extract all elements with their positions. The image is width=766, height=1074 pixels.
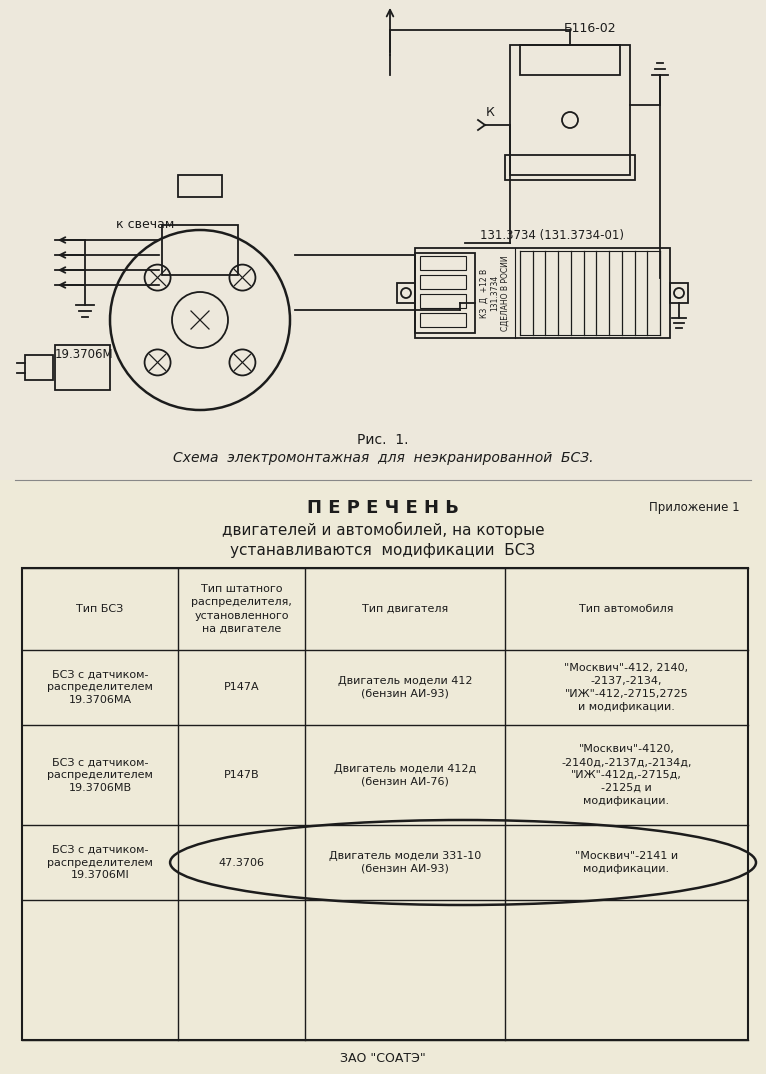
Text: Тип БСЗ: Тип БСЗ — [77, 604, 123, 614]
Text: "Москвич"-2141 и
модификации.: "Москвич"-2141 и модификации. — [574, 851, 678, 874]
Bar — [415, 248, 670, 338]
Text: П Е Р Е Ч Е Н Ь: П Е Р Е Ч Е Н Ь — [307, 499, 459, 517]
Text: Двигатель модели 412
(бензин АИ-93): Двигатель модели 412 (бензин АИ-93) — [338, 677, 472, 699]
Bar — [0, 480, 766, 1074]
Text: Двигатель модели 331-10
(бензин АИ-93): Двигатель модели 331-10 (бензин АИ-93) — [329, 851, 481, 874]
Text: Р147В: Р147В — [224, 770, 260, 780]
Text: Схема  электромонтажная  для  неэкранированной  БСЗ.: Схема электромонтажная для неэкранирован… — [173, 451, 593, 465]
Text: 19.3706М: 19.3706М — [55, 348, 113, 362]
Bar — [0, 0, 766, 500]
Text: Тип двигателя: Тип двигателя — [362, 604, 448, 614]
Bar — [520, 45, 620, 75]
Bar — [397, 284, 415, 303]
Text: К: К — [486, 106, 494, 119]
Text: к свечам: к свечам — [116, 218, 174, 232]
Bar — [22, 568, 748, 1040]
Text: устанавливаются  модификации  БСЗ: устанавливаются модификации БСЗ — [231, 542, 535, 557]
Bar — [510, 45, 630, 175]
Bar — [670, 284, 688, 303]
Text: БСЗ с датчиком-
распределителем
19.3706МI: БСЗ с датчиком- распределителем 19.3706М… — [47, 844, 153, 881]
Bar — [420, 294, 466, 308]
Text: "Москвич"-4120,
-2140д,-2137д,-2134д,
"ИЖ"-412д,-2715д,
-2125д и
модификации.: "Москвич"-4120, -2140д,-2137д,-2134д, "И… — [561, 744, 692, 806]
Bar — [420, 275, 466, 289]
Text: Р147А: Р147А — [224, 682, 260, 693]
Bar — [162, 224, 238, 275]
Bar — [415, 253, 475, 333]
Text: "Москвич"-412, 2140,
-2137,-2134,
"ИЖ"-412,-2715,2725
и модификации.: "Москвич"-412, 2140, -2137,-2134, "ИЖ"-4… — [565, 664, 689, 712]
Text: БСЗ с датчиком-
распределителем
19.3706МВ: БСЗ с датчиком- распределителем 19.3706М… — [47, 757, 153, 793]
Text: Тип автомобиля: Тип автомобиля — [579, 604, 673, 614]
Text: 131.3734 (131.3734-01): 131.3734 (131.3734-01) — [480, 229, 624, 242]
Text: Б116-02: Б116-02 — [564, 21, 617, 34]
Text: ЗАО "СОАТЭ": ЗАО "СОАТЭ" — [340, 1051, 426, 1064]
Bar — [25, 355, 53, 380]
Bar — [178, 175, 222, 197]
Bar — [505, 155, 635, 180]
Text: Двигатель модели 412д
(бензин АИ-76): Двигатель модели 412д (бензин АИ-76) — [334, 764, 476, 786]
Text: 47.3706: 47.3706 — [218, 857, 264, 868]
Text: КЗ  Д  +12 В
131.3734
СДЕЛАНО В РОСИИ: КЗ Д +12 В 131.3734 СДЕЛАНО В РОСИИ — [480, 256, 510, 331]
Text: Рис.  1.: Рис. 1. — [357, 433, 409, 447]
Text: БСЗ с датчиком-
распределителем
19.3706МА: БСЗ с датчиком- распределителем 19.3706М… — [47, 670, 153, 706]
Text: Тип штатного
распределителя,
установленного
на двигателе: Тип штатного распределителя, установленн… — [192, 584, 292, 634]
Bar — [55, 345, 110, 390]
Bar — [420, 313, 466, 326]
Text: Приложение 1: Приложение 1 — [650, 502, 740, 514]
Text: двигателей и автомобилей, на которые: двигателей и автомобилей, на которые — [221, 522, 545, 538]
Bar — [420, 256, 466, 270]
